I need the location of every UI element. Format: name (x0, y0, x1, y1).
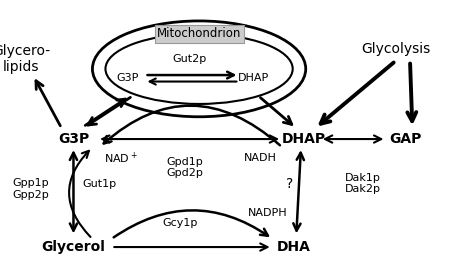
Text: NAD$^+$: NAD$^+$ (104, 150, 138, 166)
Text: NADPH: NADPH (248, 208, 288, 218)
Text: G3P: G3P (58, 132, 89, 146)
Text: Glycero-
lipids: Glycero- lipids (0, 44, 50, 75)
Text: Mitochondrion: Mitochondrion (157, 27, 241, 40)
Text: Gcy1p: Gcy1p (163, 218, 198, 228)
Text: DHAP: DHAP (238, 73, 269, 83)
Text: GAP: GAP (389, 132, 421, 146)
Text: Gut1p: Gut1p (82, 178, 117, 189)
Text: Gut2p: Gut2p (173, 54, 207, 65)
Text: Dak1p
Dak2p: Dak1p Dak2p (345, 173, 381, 194)
Text: Gpd1p
Gpd2p: Gpd1p Gpd2p (166, 157, 203, 178)
Text: Glycerol: Glycerol (42, 240, 105, 254)
Text: DHA: DHA (277, 240, 311, 254)
Text: Gpp1p
Gpp2p: Gpp1p Gpp2p (12, 178, 49, 200)
Text: ?: ? (285, 177, 293, 191)
Text: G3P: G3P (117, 73, 139, 83)
Text: Glycolysis: Glycolysis (361, 42, 430, 56)
Text: NADH: NADH (244, 153, 277, 163)
Text: DHAP: DHAP (281, 132, 326, 146)
